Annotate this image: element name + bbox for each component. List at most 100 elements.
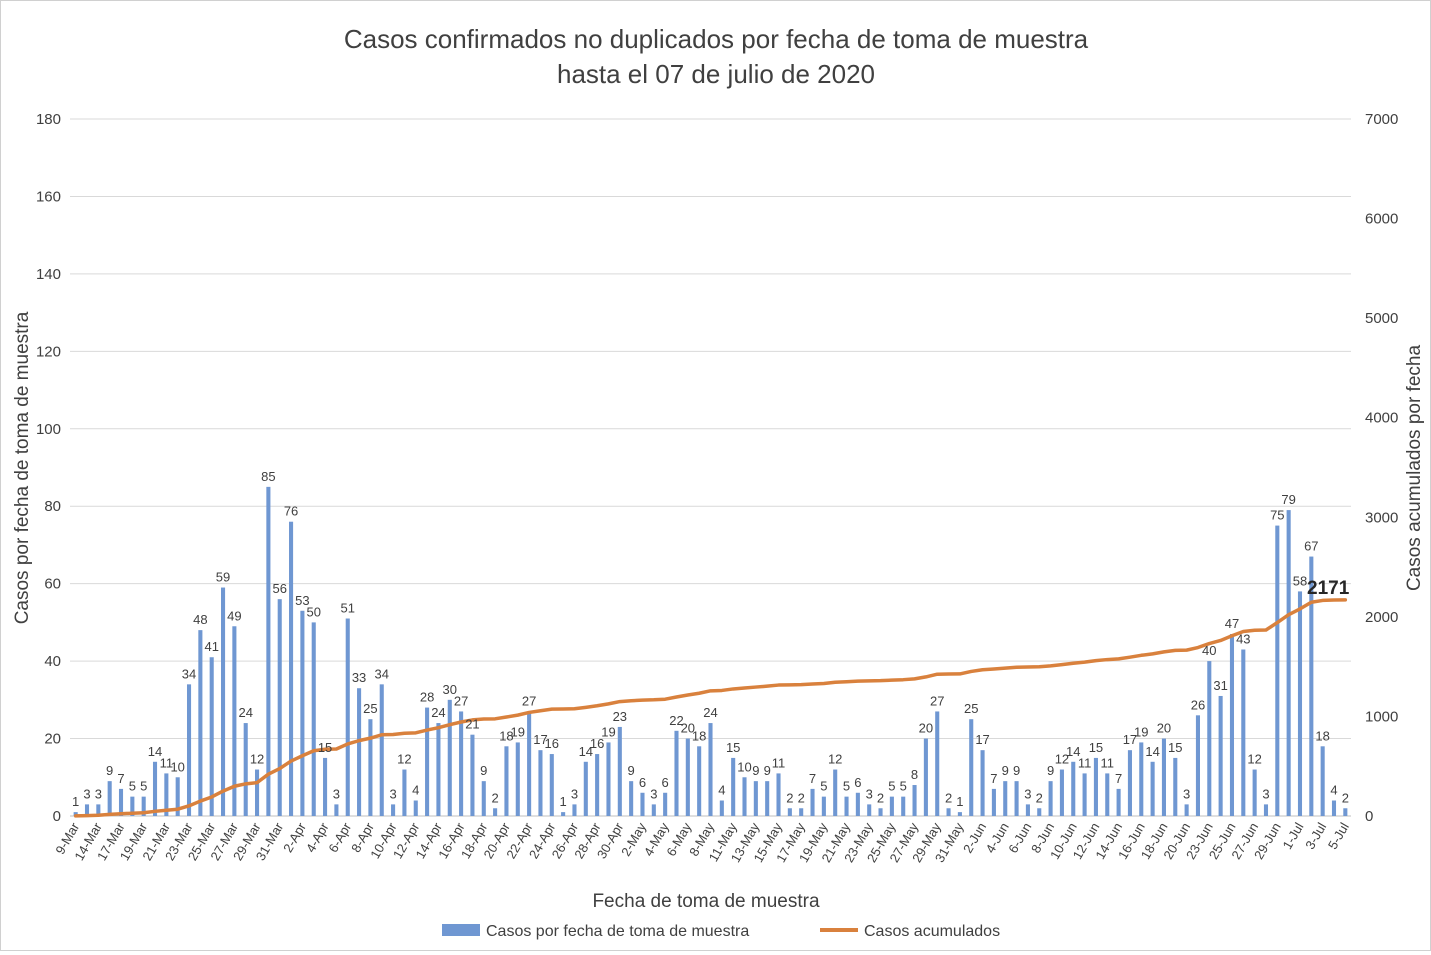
bar-data-label: 15	[1089, 740, 1103, 755]
bar	[493, 808, 498, 816]
bar	[1014, 781, 1019, 816]
bar	[1309, 556, 1314, 816]
bar-data-label: 47	[1225, 616, 1239, 631]
bar-data-label: 50	[306, 604, 320, 619]
bar-data-label: 15	[1168, 740, 1182, 755]
bar-data-label: 12	[397, 752, 411, 767]
bar-data-label: 14	[579, 744, 593, 759]
y-right-tick-label: 4000	[1365, 410, 1398, 427]
bar-data-label: 14	[1066, 744, 1080, 759]
bar-data-label: 75	[1270, 508, 1284, 523]
bar	[1229, 634, 1235, 816]
legend-bar-swatch	[442, 924, 480, 936]
bar-data-label: 58	[1293, 573, 1307, 588]
bar-data-label: 3	[333, 786, 340, 801]
bar	[833, 769, 838, 816]
bar	[141, 796, 146, 816]
bar-data-label: 3	[650, 786, 657, 801]
y-left-tick-label: 160	[36, 188, 61, 205]
bar	[742, 777, 747, 816]
bar	[515, 742, 520, 816]
x-axis-ticks: 9-Mar14-Mar17-Mar19-Mar21-Mar23-Mar25-Ma…	[52, 819, 1352, 865]
bar	[107, 781, 112, 816]
bar-data-label: 18	[499, 728, 513, 743]
bar-data-label: 31	[1213, 678, 1227, 693]
y-axis-left-title: Casos por fecha de toma de muestra	[12, 311, 33, 624]
bar	[674, 730, 679, 816]
chart-title-line-1: Casos confirmados no duplicados por fech…	[344, 24, 1089, 54]
bar	[436, 723, 441, 816]
bar-data-label: 11	[1101, 755, 1115, 770]
bar	[878, 808, 883, 816]
bar	[1331, 800, 1337, 816]
bar-data-label: 4	[1330, 783, 1337, 798]
bar-data-label: 2	[945, 790, 952, 805]
bar-data-label: 2	[786, 790, 793, 805]
bar	[1127, 750, 1132, 816]
bar-data-label: 12	[828, 752, 842, 767]
bar-data-label: 40	[1202, 643, 1216, 658]
bar-data-label: 5	[129, 779, 136, 794]
bar	[1320, 746, 1325, 816]
bar-data-label: 10	[170, 759, 184, 774]
bar-data-label: 20	[681, 721, 695, 736]
bar-data-label: 67	[1304, 539, 1318, 554]
bar	[1286, 510, 1291, 816]
bar-data-label: 25	[964, 701, 978, 716]
bar-data-label: 12	[1055, 752, 1069, 767]
bar-data-label: 9	[752, 763, 759, 778]
x-axis-title: Fecha de toma de muestra	[592, 891, 819, 912]
bar	[1003, 781, 1008, 816]
bar-data-label: 19	[511, 724, 525, 739]
bar	[357, 688, 362, 816]
x-tick-label: 1-Jul	[1280, 820, 1307, 852]
bar	[549, 754, 554, 816]
bar	[1207, 661, 1212, 816]
bar	[731, 757, 736, 816]
y-right-tick-label: 5000	[1365, 310, 1398, 327]
bar	[1048, 781, 1053, 816]
y-left-tick-label: 140	[36, 266, 61, 283]
bar	[1105, 773, 1110, 816]
bar-data-label: 5	[843, 779, 850, 794]
bar-data-label: 21	[465, 717, 479, 732]
bar	[118, 788, 124, 816]
bar	[209, 657, 214, 816]
bar-data-label: 17	[533, 732, 547, 747]
bar-data-label: 23	[613, 709, 627, 724]
bar-data-label: 7	[1115, 771, 1122, 786]
right-axis-ticks: 0 1000 2000 3000 4000 5000 6000 7000	[1365, 111, 1398, 825]
bar-data-label: 16	[590, 736, 604, 751]
bar-data-label: 7	[809, 771, 816, 786]
bar-data-label: 6	[639, 775, 646, 790]
bar	[1252, 769, 1257, 816]
bar	[96, 804, 101, 816]
bar-data-label: 79	[1281, 492, 1295, 507]
bar-data-label: 17	[1123, 732, 1137, 747]
y-left-tick-label: 180	[36, 111, 61, 128]
bar	[255, 769, 260, 816]
bar	[1161, 738, 1166, 816]
bar-data-label: 59	[216, 570, 230, 585]
bar-data-label: 19	[601, 724, 615, 739]
bar	[776, 773, 781, 816]
bar	[595, 754, 600, 816]
bar-data-label: 34	[182, 666, 196, 681]
bar	[1037, 808, 1042, 816]
bar	[1263, 804, 1269, 816]
y-right-tick-label: 0	[1365, 808, 1373, 825]
bar-data-label: 1	[560, 794, 567, 809]
bar	[1195, 715, 1201, 816]
gridlines	[70, 118, 1351, 817]
bar	[425, 707, 430, 816]
y-right-tick-label: 6000	[1365, 211, 1398, 228]
bar	[1297, 591, 1303, 816]
bar-data-label: 6	[662, 775, 669, 790]
cumulative-line	[73, 598, 1348, 818]
bar	[1116, 788, 1121, 816]
bar-data-label: 20	[919, 721, 933, 736]
bar-data-label: 9	[628, 763, 635, 778]
